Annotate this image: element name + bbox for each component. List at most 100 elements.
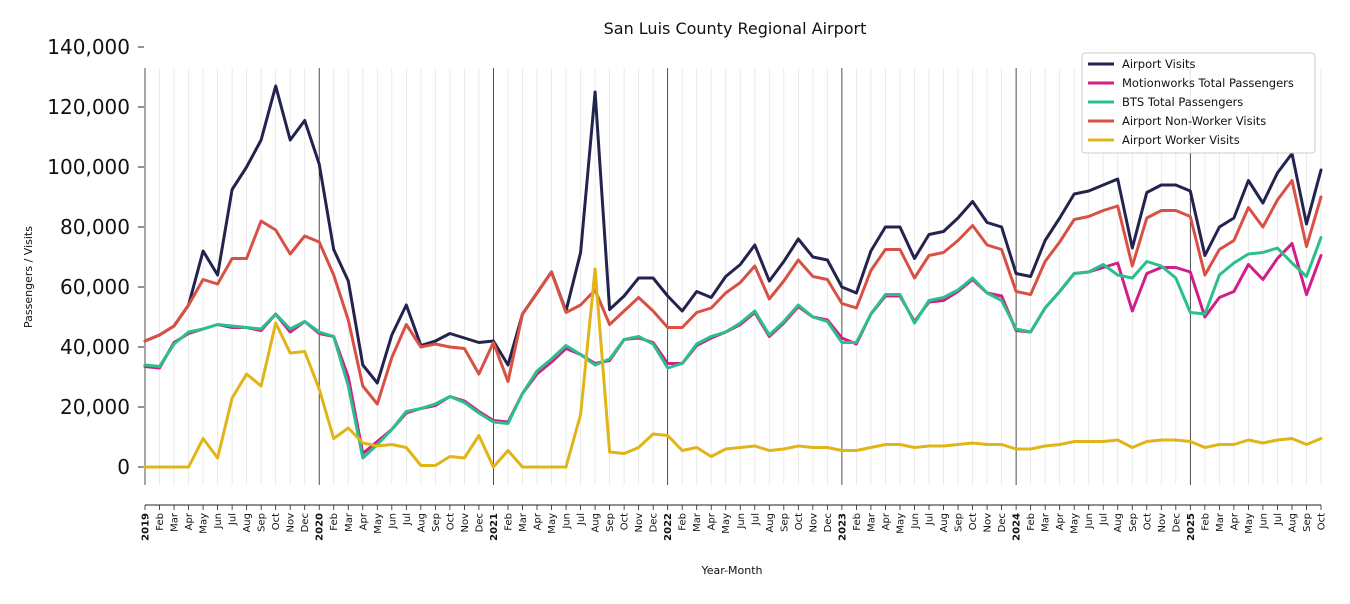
x-tick-label: Apr xyxy=(1229,512,1240,530)
x-tick-label: Aug xyxy=(416,513,427,533)
x-tick-label: 2019 xyxy=(141,513,152,541)
x-tick-label: Jul xyxy=(750,513,761,526)
x-tick-label: Oct xyxy=(620,513,631,530)
x-tick-label: Dec xyxy=(1171,513,1182,532)
x-tick-label: Apr xyxy=(358,512,369,530)
x-tick-label: Mar xyxy=(1215,512,1226,532)
x-tick-label: Sep xyxy=(1302,513,1313,532)
x-tick-label: May xyxy=(895,513,906,534)
x-tick-label: 2024 xyxy=(1012,513,1023,541)
x-tick-label: Oct xyxy=(271,513,282,530)
y-tick-label: 20,000 xyxy=(60,395,130,419)
x-tick-label: Sep xyxy=(257,513,268,532)
y-tick-label: 40,000 xyxy=(60,335,130,359)
x-tick-label: Sep xyxy=(1128,513,1139,532)
x-tick-label: Dec xyxy=(300,513,311,532)
x-tick-label: Aug xyxy=(591,513,602,533)
legend-label: Airport Non-Worker Visits xyxy=(1122,114,1266,128)
x-tick-label: Nov xyxy=(286,513,297,533)
x-tick-label: May xyxy=(199,513,210,534)
x-tick-label: Mar xyxy=(344,512,355,532)
x-tick-label: Jul xyxy=(228,513,239,526)
x-tick-label: Oct xyxy=(1317,513,1328,530)
legend-label: Airport Visits xyxy=(1122,57,1196,71)
y-tick-label: 80,000 xyxy=(60,215,130,239)
x-axis-label: Year-Month xyxy=(700,564,762,577)
x-tick-label: Mar xyxy=(170,512,181,532)
legend-box xyxy=(1081,52,1316,154)
x-tick-label: Jul xyxy=(576,513,587,526)
x-tick-label: Aug xyxy=(1113,513,1124,533)
x-tick-label: Nov xyxy=(808,513,819,533)
x-tick-label: Oct xyxy=(1142,513,1153,530)
x-tick-label: Jul xyxy=(1273,513,1284,526)
x-tick-label: Jun xyxy=(213,513,224,530)
x-tick-label: Oct xyxy=(794,513,805,530)
x-tick-label: Jun xyxy=(387,513,398,530)
x-tick-label: Mar xyxy=(692,512,703,532)
series-layer xyxy=(143,84,1323,469)
x-tick-label: May xyxy=(373,513,384,534)
x-tick-label: 2023 xyxy=(837,513,848,541)
x-tick-label: Apr xyxy=(184,512,195,530)
x-tick-label: May xyxy=(1070,513,1081,534)
x-tick-label: 2022 xyxy=(663,513,674,541)
x-tick-label: Feb xyxy=(503,513,514,531)
series-line-airport-worker-visits xyxy=(143,267,1323,469)
x-tick-label: Jul xyxy=(925,513,936,526)
x-tick-label: Feb xyxy=(852,513,863,531)
x-tick-label: Jul xyxy=(1099,513,1110,526)
x-tick-label: Sep xyxy=(954,513,965,532)
x-tick-label: Mar xyxy=(518,512,529,532)
x-tick-label: Nov xyxy=(1157,513,1168,533)
x-tick-label: Mar xyxy=(866,512,877,532)
y-tick-label: 120,000 xyxy=(47,95,130,119)
legend-label: Airport Worker Visits xyxy=(1122,133,1240,147)
x-tick-label: Jun xyxy=(910,513,921,530)
x-tick-label: Apr xyxy=(1055,512,1066,530)
x-tick-label: Jul xyxy=(402,513,413,526)
y-tick-label: 60,000 xyxy=(60,275,130,299)
x-tick-label: Aug xyxy=(939,513,950,533)
x-tick-label: Apr xyxy=(881,512,892,530)
series-line-bts-total-passengers xyxy=(143,236,1323,460)
x-tick-label: 2021 xyxy=(489,513,500,541)
x-tick-label: Sep xyxy=(605,513,616,532)
x-tick-label: Oct xyxy=(445,513,456,530)
x-tick-label: Dec xyxy=(823,513,834,532)
x-tick-label: Jun xyxy=(1084,513,1095,530)
x-tick-label: Aug xyxy=(765,513,776,533)
x-tick-label: Sep xyxy=(779,513,790,532)
x-tick-label: Sep xyxy=(431,513,442,532)
x-tick-label: Oct xyxy=(968,513,979,530)
x-tick-label: Apr xyxy=(707,512,718,530)
x-tick-label: May xyxy=(1244,513,1255,534)
x-tick-label: Feb xyxy=(329,513,340,531)
x-tick-label: Feb xyxy=(155,513,166,531)
x-tick-label: Jun xyxy=(736,513,747,530)
legend: Airport Visits Motionworks Total Passenge… xyxy=(1081,52,1316,154)
x-tick-label: 2020 xyxy=(315,513,326,541)
chart-title: San Luis County Regional Airport xyxy=(604,19,867,38)
legend-label: Motionworks Total Passengers xyxy=(1122,76,1294,90)
x-tick-label: Dec xyxy=(997,513,1008,532)
x-tick-label: May xyxy=(547,513,558,534)
x-tick-label: Dec xyxy=(649,513,660,532)
x-tick-label: Feb xyxy=(678,513,689,531)
x-tick-label: Feb xyxy=(1200,513,1211,531)
x-tick-label: Aug xyxy=(242,513,253,533)
series-line-airport-non-worker-visits xyxy=(143,179,1323,406)
x-tick-label: Nov xyxy=(460,513,471,533)
y-tick-label: 100,000 xyxy=(47,155,130,179)
x-tick-label: 2025 xyxy=(1186,513,1197,541)
x-tick-label: Jun xyxy=(562,513,573,530)
legend-label: BTS Total Passengers xyxy=(1122,95,1243,109)
x-tick-label: Apr xyxy=(533,512,544,530)
series-line-motionworks-total-passengers xyxy=(143,242,1323,455)
y-axis-label: Passengers / Visits xyxy=(22,226,35,328)
x-tick-label: May xyxy=(721,513,732,534)
x-tick-label: Jun xyxy=(1258,513,1269,530)
x-tick-label: Nov xyxy=(983,513,994,533)
